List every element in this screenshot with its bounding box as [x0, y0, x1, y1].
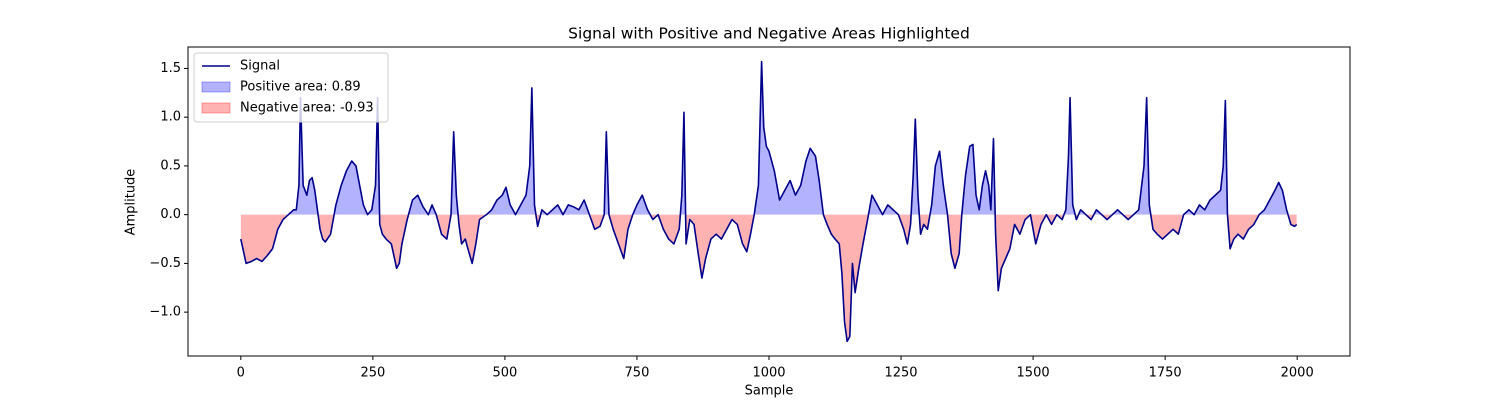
legend-label: Signal — [240, 59, 280, 74]
x-tick-label: 1000 — [752, 366, 785, 381]
legend-box — [193, 52, 389, 123]
x-tick-label: 500 — [492, 366, 517, 381]
x-tick-label: 1500 — [1017, 366, 1050, 381]
legend-label: Negative area: -0.93 — [240, 101, 374, 116]
x-tick-label: 750 — [625, 366, 650, 381]
y-tick-label: −1.0 — [149, 305, 181, 320]
y-axis-label: Amplitude — [124, 169, 139, 236]
x-tick-label: 2000 — [1281, 366, 1314, 381]
x-tick-label: 0 — [237, 366, 245, 381]
legend: Signal Positive area: 0.89 Negative area: … — [193, 52, 389, 123]
legend-swatch — [201, 102, 231, 114]
y-tick-label: 0.5 — [160, 158, 181, 173]
x-tick-label: 1750 — [1149, 366, 1182, 381]
legend-swatch — [201, 81, 231, 93]
y-tick-label: 0.0 — [160, 207, 181, 222]
y-tick-label: 1.5 — [160, 61, 181, 76]
legend-label: Positive area: 0.89 — [240, 80, 361, 95]
signal-line — [240, 60, 1298, 343]
x-axis-label: Sample — [745, 384, 794, 399]
y-tick-label: −0.5 — [149, 256, 181, 271]
chart-title: Signal with Positive and Negative Areas … — [568, 25, 970, 43]
y-tick-label: 1.0 — [160, 110, 181, 125]
x-tick-label: 1250 — [884, 366, 917, 381]
x-tick-label: 250 — [360, 366, 385, 381]
positive-area — [240, 61, 1297, 215]
